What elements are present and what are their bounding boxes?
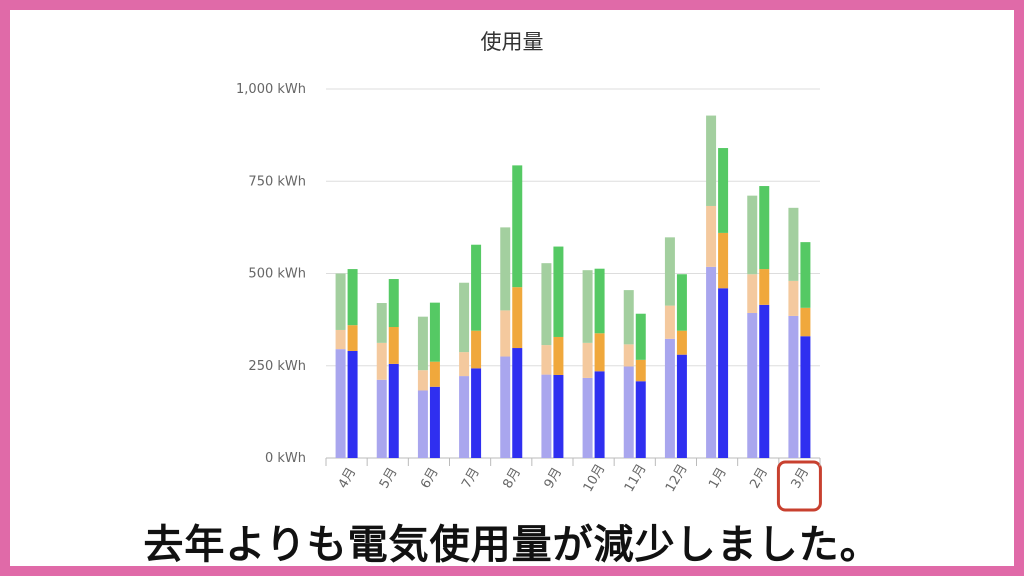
bar-segment <box>582 270 593 343</box>
bar-segment <box>594 333 605 372</box>
bar-segment <box>594 268 605 334</box>
y-tick-label: 0 kWh <box>265 451 306 466</box>
bar-segment <box>500 310 511 357</box>
x-tick-label: 10月 <box>581 462 609 495</box>
bar-segment <box>388 363 399 458</box>
bar-segment <box>676 330 687 355</box>
y-tick-label: 250 kWh <box>248 359 306 374</box>
bar-segment <box>706 266 717 458</box>
bar-segment <box>623 344 634 367</box>
chart-title: 使用量 <box>480 30 544 54</box>
bar-segment <box>541 263 552 346</box>
bar-segment <box>788 315 799 458</box>
highlight-box <box>776 460 822 512</box>
bar-segment <box>788 280 799 316</box>
bar-segment <box>623 290 634 345</box>
bar-segment <box>500 227 511 311</box>
bar-segment <box>800 307 811 337</box>
y-tick-label: 750 kWh <box>248 174 306 189</box>
content-frame <box>10 10 1014 566</box>
bar-segment <box>553 246 564 337</box>
bar-segment <box>635 313 646 360</box>
bar-segment <box>512 165 523 288</box>
bar-segment <box>553 374 564 458</box>
bar-segment <box>347 269 358 326</box>
bar-segment <box>623 366 634 458</box>
bar-segment <box>512 348 523 458</box>
label-layer: 0 kWh 250 kWh 500 kWh 750 kWh 1,000 kWh 4月 5月 6… <box>236 82 822 512</box>
bar-segment <box>417 316 428 371</box>
bar-segment <box>335 273 346 330</box>
x-tick-label: 11月 <box>622 462 650 495</box>
bar-layer <box>335 115 811 458</box>
bar-segment <box>664 305 675 339</box>
bar-segment <box>706 205 717 267</box>
bar-segment <box>347 350 358 458</box>
bar-segment <box>635 359 646 382</box>
bar-segment <box>718 288 729 458</box>
bar-segment <box>800 242 811 308</box>
bar-segment <box>541 345 552 375</box>
bar-segment <box>582 342 593 378</box>
bar-segment <box>471 330 482 369</box>
bar-segment <box>718 232 729 289</box>
x-tick-label: 4月 <box>336 465 360 491</box>
bar-segment <box>471 244 482 331</box>
bar-segment <box>664 338 675 458</box>
bar-segment <box>553 336 564 375</box>
bar-segment <box>335 349 346 458</box>
bar-segment <box>676 274 687 331</box>
x-tick-label: 12月 <box>663 462 691 495</box>
bar-segment <box>759 269 770 305</box>
bar-segment <box>471 368 482 458</box>
bar-segment <box>512 287 523 349</box>
bar-segment <box>664 237 675 306</box>
bar-segment <box>388 279 399 328</box>
bar-segment <box>376 342 387 380</box>
y-tick-label: 500 kWh <box>248 267 306 282</box>
bar-segment <box>459 376 470 458</box>
bar-segment <box>747 312 758 458</box>
grid-layer <box>326 88 820 459</box>
bar-segment <box>718 148 729 233</box>
bar-segment <box>417 390 428 458</box>
x-tick-label: 6月 <box>418 465 442 491</box>
bar-segment <box>759 186 770 270</box>
bar-segment <box>500 356 511 458</box>
bar-segment <box>376 379 387 458</box>
bar-segment <box>676 354 687 458</box>
bar-segment <box>635 381 646 458</box>
bar-segment <box>788 207 799 281</box>
bar-segment <box>347 325 358 351</box>
bar-segment <box>459 282 470 353</box>
bar-segment <box>429 386 440 458</box>
bar-segment <box>594 371 605 458</box>
bar-segment <box>800 336 811 458</box>
bar-segment <box>429 302 440 362</box>
caption-text: 去年よりも電気使用量が減少しました。 <box>143 522 881 568</box>
bar-segment <box>335 329 346 350</box>
x-tick-label: 5月 <box>377 465 401 491</box>
bar-segment <box>417 370 428 391</box>
y-tick-label: 1,000 kWh <box>236 82 306 97</box>
bar-segment <box>459 352 470 377</box>
bar-segment <box>582 377 593 458</box>
bar-segment <box>706 115 717 206</box>
bar-segment <box>759 304 770 458</box>
bar-segment <box>747 274 758 313</box>
bar-segment <box>429 361 440 387</box>
x-tick-label: 9月 <box>542 465 566 491</box>
x-tick-label: 8月 <box>500 465 524 491</box>
x-tick-label: 2月 <box>747 465 771 491</box>
bar-segment <box>388 327 399 364</box>
bar-segment <box>376 303 387 343</box>
x-tick-label: 3月 <box>789 465 813 491</box>
bar-segment <box>541 374 552 458</box>
x-tick-label: 7月 <box>459 465 483 491</box>
x-tick-label: 1月 <box>706 465 730 491</box>
bar-segment <box>747 195 758 275</box>
